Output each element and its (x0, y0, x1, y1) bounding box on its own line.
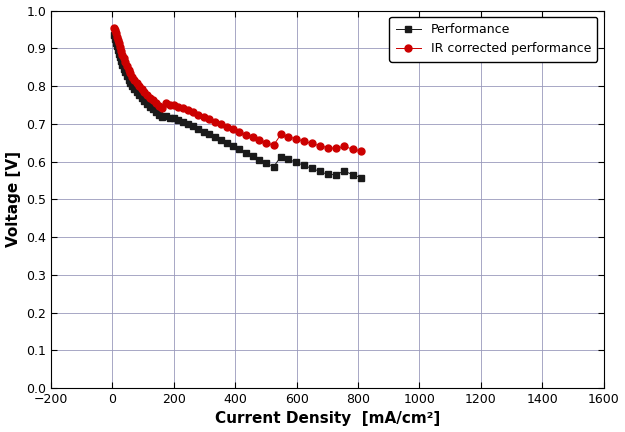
Legend: Performance, IR corrected performance: Performance, IR corrected performance (389, 17, 598, 61)
Performance (223, 141, 231, 146)
IR corrected performance (155, 103, 162, 108)
Line: Performance: Performance (111, 32, 364, 181)
Performance (113, 44, 121, 49)
IR corrected performance (110, 25, 118, 30)
IR corrected performance (357, 148, 365, 153)
Y-axis label: Voltage [V]: Voltage [V] (6, 151, 21, 247)
IR corrected performance (113, 34, 121, 39)
IR corrected performance (131, 77, 138, 83)
X-axis label: Current Density  [mA/cm²]: Current Density [mA/cm²] (214, 411, 440, 426)
IR corrected performance (112, 31, 119, 36)
Performance (357, 175, 365, 181)
Performance (112, 40, 119, 45)
Performance (131, 86, 138, 92)
Line: IR corrected performance: IR corrected performance (111, 24, 365, 155)
Performance (110, 32, 118, 38)
IR corrected performance (223, 124, 231, 130)
Performance (155, 112, 162, 118)
Performance (229, 144, 237, 149)
IR corrected performance (229, 127, 237, 132)
